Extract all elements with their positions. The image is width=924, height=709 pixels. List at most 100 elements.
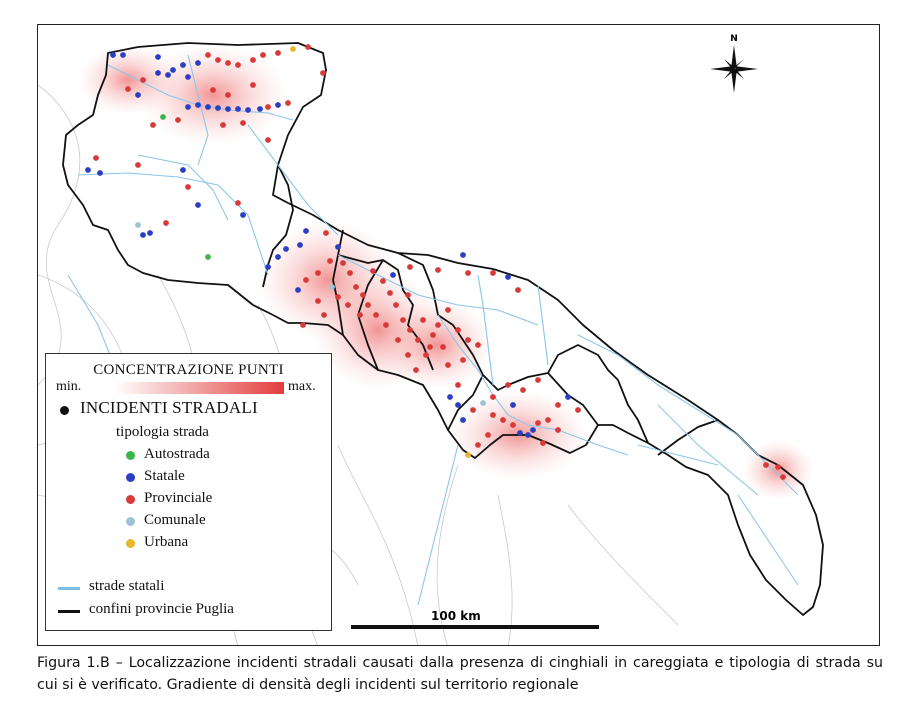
incident-point (380, 278, 386, 284)
figure-caption: Figura 1.B – Localizzazione incidenti st… (37, 655, 883, 693)
incident-point (407, 327, 413, 333)
incident-point (305, 44, 311, 50)
incident-point (340, 260, 346, 266)
north-label: N (730, 34, 738, 44)
incident-point (155, 70, 161, 76)
incident-point (535, 377, 541, 383)
incident-point (321, 312, 327, 318)
scale-bar (351, 625, 599, 629)
incident-point (250, 57, 256, 63)
urbana-marker-icon (126, 539, 135, 548)
incident-point (97, 170, 103, 176)
incident-point (215, 57, 221, 63)
incident-point (185, 104, 191, 110)
incident-point (235, 106, 241, 112)
incident-point (265, 137, 271, 143)
incident-point (445, 362, 451, 368)
gradient-max-label: max. (288, 379, 316, 394)
statale-marker-icon (126, 473, 135, 482)
incident-point (780, 474, 786, 480)
incident-point (353, 284, 359, 290)
incident-point (225, 106, 231, 112)
state-road-legend-label: strade statali (89, 578, 165, 594)
incident-point (175, 117, 181, 123)
incident-point (335, 244, 341, 250)
incident-point (555, 427, 561, 433)
map-legend: CONCENTRAZIONE PUNTI min. max. INCIDENTI… (45, 353, 332, 631)
incident-point (490, 270, 496, 276)
incident-point (300, 322, 306, 328)
incident-point (460, 417, 466, 423)
incident-point (465, 270, 471, 276)
province-boundary-legend-label: confini provincie Puglia (89, 601, 234, 617)
incident-point (365, 302, 371, 308)
incident-point (430, 332, 436, 338)
legend-item-label: Provinciale (144, 490, 213, 506)
incident-point (460, 357, 466, 363)
incident-point (283, 246, 289, 252)
incident-points (85, 44, 786, 480)
province-boundaries (62, 42, 824, 616)
incident-point (135, 162, 141, 168)
incident-point (235, 200, 241, 206)
incident-point (147, 230, 153, 236)
incident-point (195, 102, 201, 108)
incident-point (490, 394, 496, 400)
incident-point (447, 394, 453, 400)
incident-point (110, 52, 116, 58)
incident-point (180, 62, 186, 68)
incident-point (335, 294, 341, 300)
incident-point (405, 352, 411, 358)
incident-point (275, 254, 281, 260)
incident-point (520, 387, 526, 393)
incident-point (303, 228, 309, 234)
map-canvas (38, 42, 824, 645)
incident-point (505, 274, 511, 280)
incident-point (400, 317, 406, 323)
incident-point (327, 258, 333, 264)
incident-point (163, 220, 169, 226)
incident-point (390, 272, 396, 278)
incident-point (165, 72, 171, 78)
incident-point (565, 394, 571, 400)
incident-point (93, 155, 99, 161)
incident-point (135, 92, 141, 98)
legend-item-label: Statale (144, 468, 185, 484)
incident-point (285, 100, 291, 106)
incident-point (160, 114, 166, 120)
incident-point (435, 322, 441, 328)
incident-point (220, 122, 226, 128)
incident-point (525, 432, 531, 438)
incident-point (475, 442, 481, 448)
incident-point (423, 352, 429, 358)
incident-point (120, 52, 126, 58)
incident-point (215, 105, 221, 111)
incident-point (515, 287, 521, 293)
north-arrow: N (704, 31, 764, 100)
incident-point (195, 60, 201, 66)
incident-point (185, 74, 191, 80)
incident-point (360, 292, 366, 298)
incident-point (345, 302, 351, 308)
incident-point (185, 184, 191, 190)
incident-point (420, 317, 426, 323)
incident-point (387, 290, 393, 296)
incident-point (235, 62, 241, 68)
map-panel: N 100 km CONCENTRAZIONE PUNTI min. max. … (37, 24, 880, 646)
incident-point (85, 167, 91, 173)
incident-point (505, 382, 511, 388)
incident-point (225, 60, 231, 66)
provinciale-marker-icon (126, 495, 135, 504)
comunale-marker-icon (126, 517, 135, 526)
gradient-min-label: min. (56, 379, 82, 394)
incident-point (500, 417, 506, 423)
incident-point (205, 104, 211, 110)
incident-point (347, 270, 353, 276)
province-boundary-line-swatch (58, 610, 80, 613)
incident-point (510, 402, 516, 408)
incident-point (265, 104, 271, 110)
incident-point (180, 167, 186, 173)
incident-point (357, 312, 363, 318)
incident-point (275, 102, 281, 108)
incident-point (517, 430, 523, 436)
